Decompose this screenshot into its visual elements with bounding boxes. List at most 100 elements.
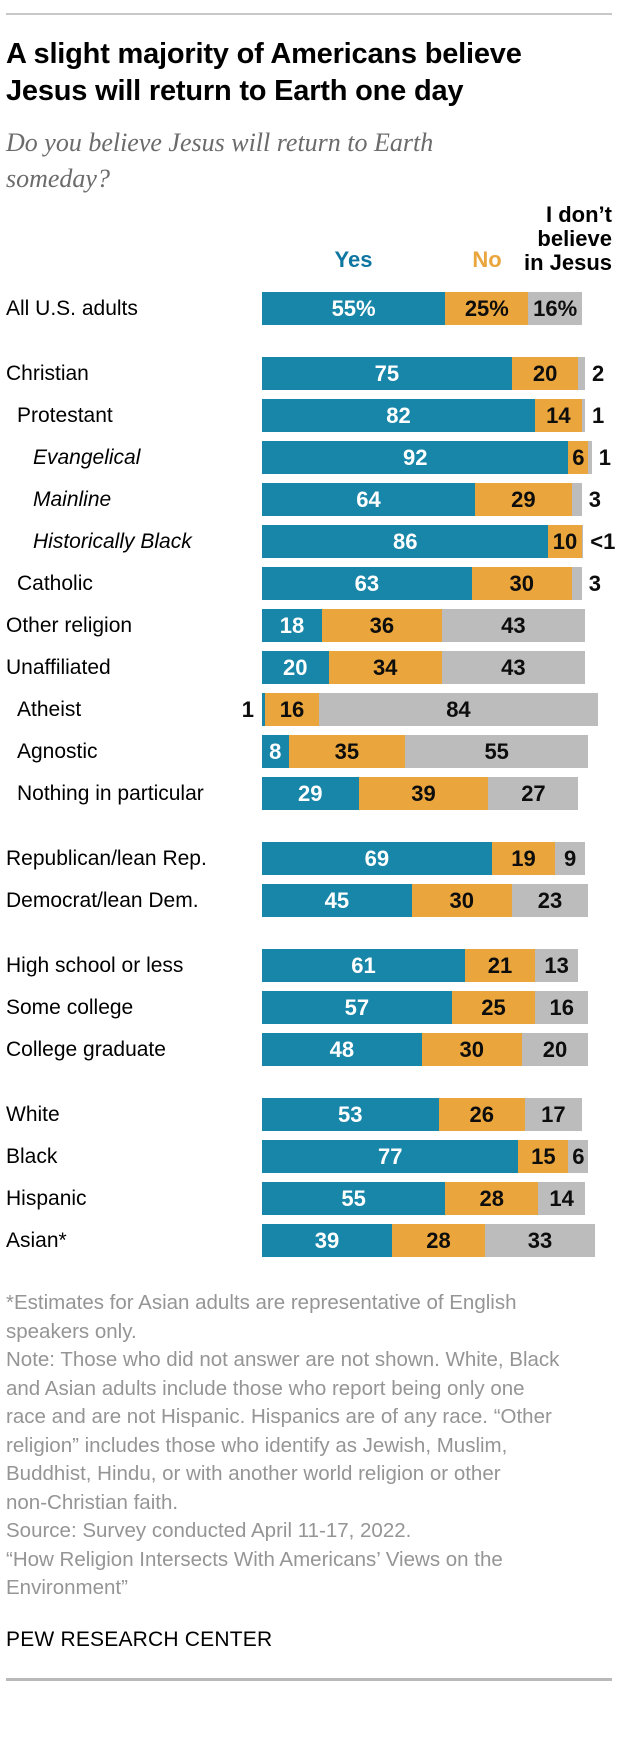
segment-value-outside: 3 (588, 487, 601, 512)
bottom-divider (6, 1677, 612, 1681)
stacked-bar: 55 28 14 (262, 1182, 599, 1215)
segment-value: 6 (572, 1143, 585, 1169)
segment-yes: 53 (262, 1098, 439, 1131)
segment-dk: 55 (405, 735, 589, 768)
segment-dk: 17 (525, 1098, 582, 1131)
segment-value: 55 (341, 1185, 366, 1211)
row-label: Agnostic (17, 739, 98, 763)
segment-value: 20 (542, 1036, 568, 1062)
segment-value: 16 (279, 696, 305, 722)
segment-value: 16% (533, 295, 578, 321)
segment-value: 35 (334, 738, 360, 764)
segment-yes: 63 (262, 567, 472, 600)
chart-row: Atheist 16 84 1 (6, 693, 612, 726)
segment-value: 69 (364, 845, 390, 871)
chart-group: White 53 26 17 Black 77 15 6 Hispanic 55 28 14 Asian… (6, 1098, 612, 1257)
legend-yes: Yes (334, 247, 373, 272)
segment-yes: 18 (262, 609, 322, 642)
segment-value: 27 (521, 780, 546, 806)
segment-yes: 92 (262, 441, 569, 474)
segment-value: 28 (426, 1227, 451, 1253)
column-headers: Yes No I don’t believe in Jesus (6, 199, 612, 275)
segment-value: 86 (392, 528, 418, 554)
stacked-bar: 63 30 3 (262, 567, 601, 600)
segment-value: 8 (269, 738, 282, 764)
chart-group: High school or less 61 21 13 Some college 57 2… (6, 949, 612, 1066)
chart-title: A slight majority of Americans believe J… (6, 38, 522, 107)
segment-value-outside: <1 (590, 529, 616, 554)
footnote-source: Source: Survey conducted April 11-17, 20… (6, 1519, 412, 1542)
segment-value: 39 (411, 780, 436, 806)
row-label: Asian* (6, 1228, 67, 1252)
segment-dk: 9 (555, 842, 586, 875)
segment-value: 9 (563, 845, 577, 871)
segment-value: 92 (402, 444, 428, 470)
segment-value: 57 (344, 994, 370, 1020)
chart-group: Republican/lean Rep. 69 19 9 Democrat/lean D… (6, 842, 612, 917)
segment-value: 77 (377, 1143, 403, 1169)
chart-row: Republican/lean Rep. 69 19 9 (6, 842, 612, 875)
segment-value: 10 (552, 528, 578, 554)
stacked-bar: 20 34 43 (262, 651, 599, 684)
segment-value: 48 (329, 1036, 355, 1062)
segment-value-outside: 1 (592, 403, 605, 428)
chart-group: All U.S. adults 55% 25% 16% (6, 292, 612, 325)
segment-dk (571, 483, 582, 516)
segment-value: 20 (283, 654, 308, 680)
stacked-bar: 86 10 <1 (262, 525, 615, 558)
segment-value: 82 (386, 402, 411, 428)
segment-yes: 86 (262, 525, 549, 558)
stacked-bar-chart: Yes No I don’t believe in Jesus All U.S.… (6, 199, 615, 1257)
segment-value: 30 (449, 887, 474, 913)
segment-yes: 64 (262, 483, 476, 516)
segment-value: 17 (541, 1101, 566, 1127)
row-label: High school or less (6, 953, 184, 977)
top-divider (6, 13, 612, 15)
chart-row: Christian 75 20 2 (6, 357, 612, 390)
footnote-note: Note: Those who did not answer are not s… (6, 1348, 560, 1514)
segment-dk: 14 (538, 1182, 585, 1215)
segment-value: 84 (446, 696, 471, 722)
segment-no: 26 (438, 1098, 526, 1131)
stacked-bar: 45 30 23 (262, 884, 599, 917)
chart-row: Agnostic 8 35 55 (6, 735, 612, 768)
segment-value: 13 (544, 952, 569, 978)
row-label: Hispanic (6, 1186, 87, 1210)
row-label: Democrat/lean Dem. (6, 888, 199, 912)
segment-no: 36 (321, 609, 442, 642)
segment-value: 16 (549, 994, 574, 1020)
segment-value-outside: 3 (588, 571, 601, 596)
segment-no: 30 (471, 567, 572, 600)
segment-value-outside: 1 (598, 445, 611, 470)
stacked-bar: 69 19 9 (262, 842, 599, 875)
row-label: Nothing in particular (17, 781, 204, 805)
stacked-bar: 18 36 43 (262, 609, 599, 642)
stacked-bar: 77 15 6 (262, 1140, 599, 1173)
chart-row: Democrat/lean Dem. 45 30 23 (6, 884, 612, 917)
segment-no: 21 (465, 949, 535, 982)
segment-value: 29 (511, 486, 536, 512)
chart-row: Evangelical 92 6 1 (6, 441, 612, 474)
segment-value: 63 (354, 570, 380, 596)
legend-dont-believe: I don’t believe in Jesus (523, 202, 612, 275)
segment-value: 34 (372, 654, 398, 680)
segment-value: 30 (459, 1036, 484, 1062)
segment-value: 55 (484, 738, 509, 764)
segment-yes: 61 (262, 949, 466, 982)
segment-no: 35 (288, 735, 406, 768)
row-label: Mainline (33, 487, 112, 511)
segment-no: 20 (511, 357, 579, 390)
segment-dk (588, 441, 592, 474)
segment-no: 25% (445, 292, 529, 325)
stacked-bar: 29 39 27 (262, 777, 599, 810)
segment-value: 19 (511, 845, 536, 871)
segment-yes: 48 (262, 1033, 422, 1066)
segment-dk: 6 (568, 1140, 589, 1173)
chart-row: Hispanic 55 28 14 (6, 1182, 612, 1215)
stacked-bar: 48 30 20 (262, 1033, 599, 1066)
segment-dk (578, 357, 586, 390)
row-label: Republican/lean Rep. (6, 846, 207, 870)
stacked-bar: 64 29 3 (262, 483, 601, 516)
footnote-report: “How Religion Intersects With Americans’… (6, 1547, 503, 1600)
chart-row: White 53 26 17 (6, 1098, 612, 1131)
